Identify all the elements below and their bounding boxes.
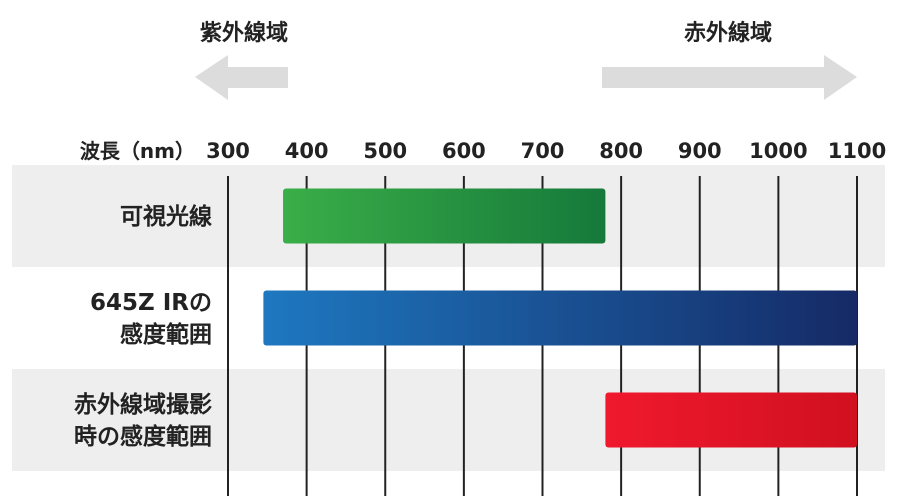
- uv-arrow-icon: [195, 55, 288, 100]
- ir-arrow-icon: [602, 55, 857, 100]
- x-tick-label: 300: [206, 139, 250, 163]
- x-axis-label: 波長（nm）: [80, 139, 195, 163]
- x-tick-label: 400: [285, 139, 329, 163]
- x-tick-label: 700: [521, 139, 565, 163]
- row-label: 感度範囲: [120, 321, 212, 348]
- row-label: 赤外線域撮影: [74, 391, 212, 418]
- range-bar: [283, 188, 606, 244]
- row-label: 645Z IRの: [90, 290, 212, 316]
- x-tick-labels: 300 400 500 600 700 800 900 1000 1100: [206, 139, 886, 163]
- x-tick-label: 600: [442, 139, 486, 163]
- x-tick-label: 500: [363, 139, 407, 163]
- range-bar: [605, 392, 857, 448]
- x-tick-label: 900: [678, 139, 722, 163]
- range-bars: [263, 188, 858, 448]
- x-tick-label: 1100: [828, 139, 886, 163]
- uv-region-label: 紫外線域: [200, 20, 288, 46]
- x-tick-label: 800: [599, 139, 643, 163]
- row-label: 時の感度範囲: [74, 423, 212, 450]
- row-label: 可視光線: [120, 203, 212, 230]
- ir-region-label: 赤外線域: [684, 20, 772, 46]
- x-tick-label: 1000: [749, 139, 807, 163]
- range-bar: [263, 290, 858, 346]
